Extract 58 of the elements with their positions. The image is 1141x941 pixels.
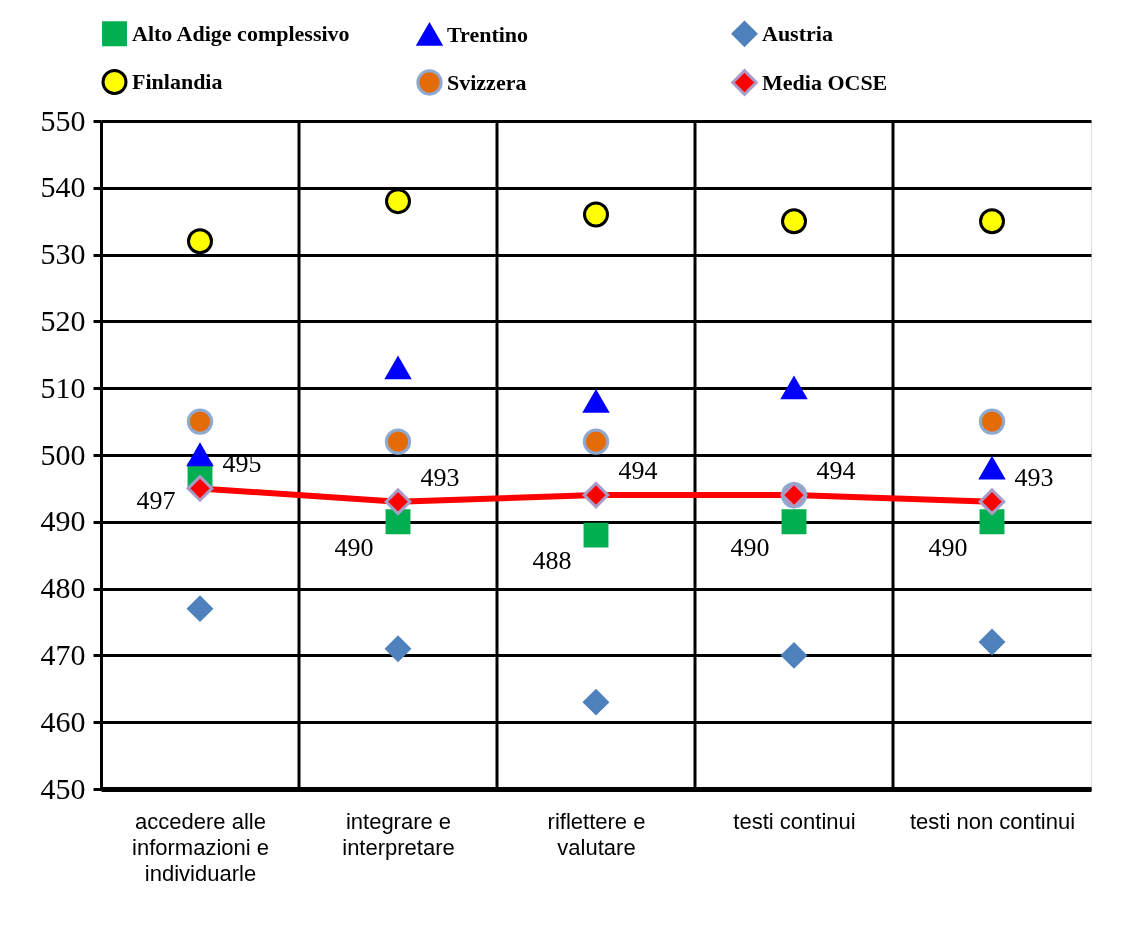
point bbox=[187, 595, 213, 622]
data-label: 494 bbox=[618, 456, 658, 486]
point bbox=[186, 408, 214, 435]
data-label: 493 bbox=[420, 462, 460, 492]
x-tick-label: riflettere e valutare bbox=[547, 808, 646, 860]
point bbox=[385, 635, 411, 662]
point bbox=[781, 208, 807, 235]
y-tick-label: 550 bbox=[40, 103, 86, 137]
legend-label: Finlandia bbox=[132, 69, 223, 94]
x-tick-label: accedere alle informazioni e individuarle bbox=[132, 808, 269, 886]
point bbox=[186, 475, 214, 502]
point bbox=[979, 509, 1005, 535]
point bbox=[978, 408, 1006, 435]
legend-label: Svizzera bbox=[447, 69, 527, 95]
legend-label: Austria bbox=[762, 20, 833, 46]
point bbox=[384, 488, 412, 516]
point bbox=[979, 457, 1005, 480]
x-tick-label: testi non continui bbox=[909, 808, 1076, 834]
point bbox=[978, 488, 1006, 516]
x-tick-label: testi continui bbox=[733, 808, 856, 834]
point bbox=[187, 228, 213, 255]
y-tick-label: 470 bbox=[40, 637, 86, 671]
data-label: 493 bbox=[1014, 462, 1054, 492]
y-tick-label: 540 bbox=[40, 170, 86, 204]
point bbox=[583, 522, 609, 548]
data-label: 494 bbox=[816, 456, 856, 486]
y-tick-label: 520 bbox=[40, 303, 86, 337]
y-tick-label: 480 bbox=[40, 571, 86, 605]
point bbox=[384, 428, 412, 455]
point bbox=[385, 188, 411, 215]
y-tick-label: 490 bbox=[40, 504, 86, 538]
point bbox=[781, 642, 807, 669]
y-tick-label: 500 bbox=[40, 437, 86, 471]
y-tick-label: 450 bbox=[40, 771, 86, 805]
point bbox=[582, 428, 610, 455]
y-tick-label: 530 bbox=[40, 237, 86, 271]
point bbox=[583, 689, 609, 715]
point bbox=[979, 208, 1005, 235]
legend-label: Trentino bbox=[447, 21, 529, 47]
point bbox=[385, 357, 411, 380]
data-label: 490 bbox=[730, 532, 770, 562]
point bbox=[583, 390, 609, 413]
point bbox=[979, 629, 1005, 655]
data-label: 497 bbox=[136, 486, 176, 516]
y-tick-label: 460 bbox=[40, 704, 86, 738]
point bbox=[781, 377, 807, 400]
x-tick-label: integrare e interpretare bbox=[342, 808, 455, 860]
point bbox=[187, 443, 213, 467]
point bbox=[781, 509, 807, 535]
point bbox=[583, 201, 609, 228]
y-tick-label: 510 bbox=[40, 370, 86, 404]
data-label: 490 bbox=[334, 532, 374, 562]
legend-label: Media OCSE bbox=[762, 69, 888, 95]
point bbox=[582, 481, 610, 509]
data-label: 490 bbox=[928, 532, 968, 562]
legend-label: Alto Adige complessivo bbox=[132, 20, 350, 46]
data-label: 488 bbox=[532, 546, 572, 576]
point bbox=[385, 509, 411, 535]
